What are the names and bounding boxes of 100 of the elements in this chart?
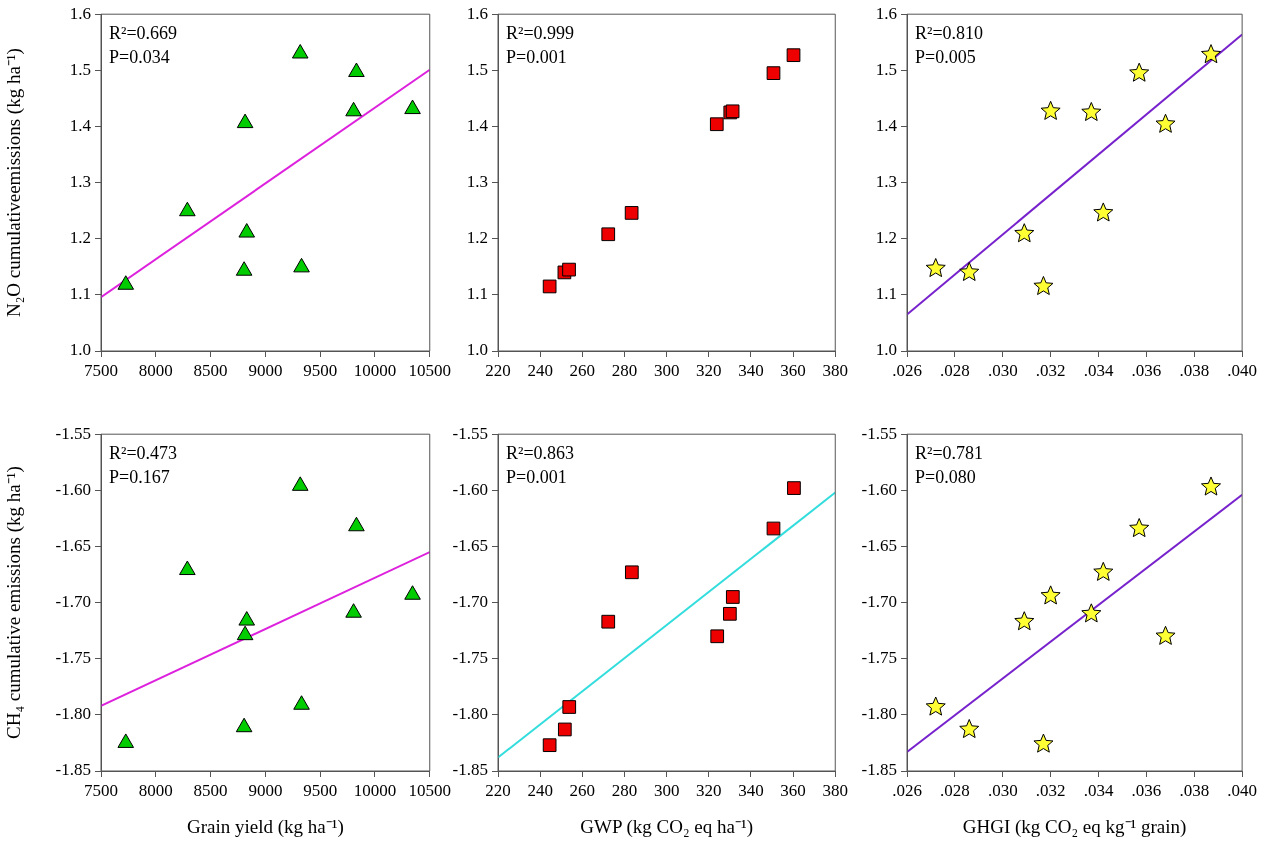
y-tick-label: 1.6	[69, 3, 91, 23]
y-tick-label: 1.6	[466, 3, 488, 23]
y-tick-label: -1.80	[55, 704, 91, 724]
y-tick-label: -1.70	[452, 592, 488, 612]
point	[117, 275, 135, 290]
y-tick-label: 1.3	[875, 172, 897, 192]
y-tick-label: -1.85	[861, 760, 897, 780]
annotation: R²=0.863	[506, 443, 575, 464]
x-tick-label: .026	[892, 780, 922, 800]
point	[1093, 561, 1114, 581]
y-tick-label: 1.1	[875, 284, 897, 304]
annotation: R²=0.473	[109, 443, 178, 464]
point	[925, 696, 946, 716]
point	[291, 476, 309, 491]
x-tick-label: 320	[696, 360, 722, 380]
point	[1081, 101, 1102, 122]
point	[1040, 585, 1061, 605]
x-tick-label: 8500	[193, 780, 228, 800]
x-tick-label: 380	[822, 360, 848, 380]
x-tick-label: 240	[527, 360, 553, 380]
annotation: P=0.167	[109, 467, 170, 488]
point	[235, 261, 253, 276]
point	[959, 718, 980, 739]
y-tick-label: -1.80	[861, 704, 897, 724]
x-tick-label: 280	[611, 360, 638, 380]
x-tick-label: .040	[1227, 780, 1257, 800]
y-tick-label: -1.85	[452, 760, 488, 780]
y-tick-label: -1.85	[55, 760, 91, 780]
y-tick-label: -1.60	[55, 479, 91, 499]
x-tick-label: .036	[1131, 360, 1162, 380]
y-tick-label: 1.2	[69, 228, 91, 248]
point	[404, 585, 421, 600]
y-tick-label: -1.60	[452, 479, 488, 499]
x-tick-label: 300	[653, 780, 680, 800]
point	[557, 722, 572, 737]
point	[925, 257, 946, 278]
point	[1081, 603, 1102, 623]
x-tick-label: 9500	[303, 360, 338, 380]
point	[766, 66, 781, 80]
annotation: P=0.034	[109, 47, 170, 68]
y-tick-label: 1.5	[69, 59, 91, 79]
x-tick-label: 280	[611, 780, 638, 800]
x-tick-label: 8500	[193, 360, 228, 380]
x-axis-title: GHGI (kg CO₂ eq kg⁻¹ grain)	[962, 815, 1187, 838]
point	[236, 625, 254, 641]
point	[723, 606, 737, 621]
y-tick-label: -1.75	[452, 648, 488, 668]
point	[787, 481, 801, 495]
y-tick-label: 1.2	[875, 228, 897, 248]
y-tick-label: -1.75	[861, 648, 897, 668]
x-tick-label: .032	[1035, 360, 1066, 380]
x-tick-label: .040	[1227, 360, 1257, 380]
point	[1033, 733, 1054, 753]
y-tick-label: -1.55	[861, 423, 897, 443]
y-tick-label: -1.65	[55, 535, 91, 555]
point	[624, 565, 639, 580]
point	[601, 227, 616, 242]
point	[238, 223, 256, 238]
y-tick-label: 1.4	[466, 115, 489, 135]
y-tick-label: 1.3	[466, 172, 488, 192]
y-tick-label: -1.80	[452, 704, 488, 724]
point	[542, 738, 557, 753]
y-tick-label: 1.0	[466, 340, 488, 360]
y-tick-label: 1.4	[69, 115, 92, 135]
annotation: P=0.005	[915, 47, 976, 68]
x-tick-label: 360	[780, 360, 806, 380]
x-tick-label: .038	[1179, 780, 1210, 800]
x-tick-label: 360	[780, 780, 806, 800]
point	[348, 516, 365, 532]
point	[562, 700, 577, 714]
x-tick-label: 10500	[408, 360, 451, 380]
x-tick-label: 9000	[248, 360, 283, 380]
annotation: R²=0.810	[915, 23, 984, 44]
annotation: P=0.001	[506, 47, 567, 68]
x-tick-label: 260	[569, 780, 596, 800]
x-tick-label: .032	[1035, 780, 1066, 800]
point	[1129, 518, 1150, 538]
point	[1201, 476, 1222, 496]
x-tick-label: .030	[987, 360, 1018, 380]
x-axis-title: GWP (kg CO₂ eq ha⁻¹)	[580, 815, 754, 838]
x-tick-label: .026	[892, 360, 922, 380]
x-tick-label: 8000	[138, 360, 173, 380]
point	[1033, 275, 1054, 296]
x-axis-title: Grain yield (kg ha⁻¹)	[186, 815, 344, 838]
y-tick-label: -1.60	[861, 479, 897, 499]
y-tick-label: 1.3	[69, 172, 91, 192]
y-tick-label: -1.55	[55, 423, 91, 443]
x-tick-label: 380	[822, 780, 848, 800]
point	[709, 117, 724, 132]
x-tick-label: 10500	[408, 780, 451, 800]
y-tick-label: -1.70	[55, 592, 91, 612]
annotation: P=0.001	[506, 467, 567, 488]
x-tick-label: 7500	[84, 780, 118, 800]
x-tick-label: 300	[653, 360, 680, 380]
y-tick-label: -1.75	[55, 648, 91, 668]
x-tick-label: .038	[1179, 360, 1210, 380]
point	[562, 262, 576, 277]
x-tick-label: .030	[987, 780, 1018, 800]
x-tick-label: 9000	[248, 780, 283, 800]
x-tick-label: 220	[485, 780, 511, 800]
